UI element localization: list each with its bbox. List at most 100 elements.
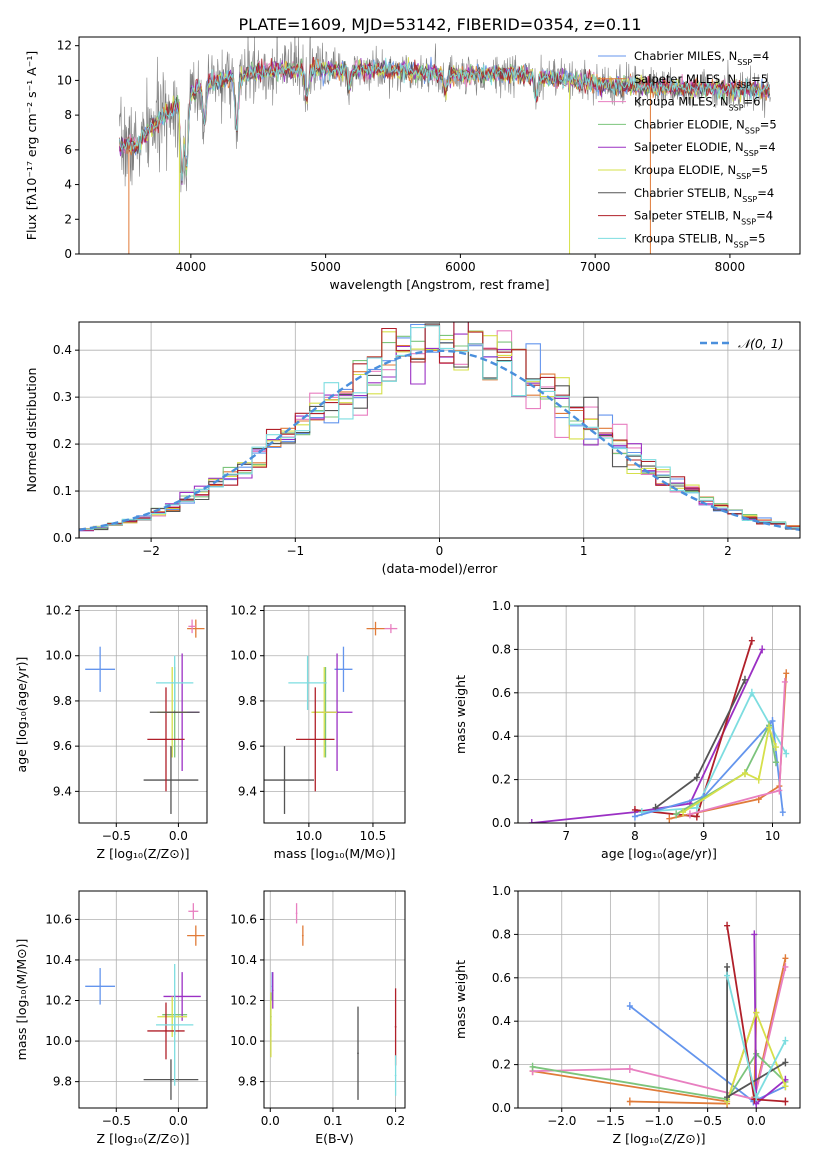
data-point xyxy=(301,934,304,937)
legend-entry: Kroupa STELIB, NSSP=5 xyxy=(634,231,765,249)
weight-marker xyxy=(782,954,789,963)
y-axis-label: Flux [fλ10⁻¹⁷ erg cm⁻² s⁻¹ A⁻¹] xyxy=(24,51,39,240)
weight-marker xyxy=(631,812,638,821)
x-tick-label: −0.5 xyxy=(102,829,131,843)
y-tick-label: 9.8 xyxy=(53,694,72,708)
x-tick-label: 4000 xyxy=(176,260,207,274)
weight-marker xyxy=(753,1093,760,1102)
weight-marker xyxy=(666,814,673,823)
y-tick-label: 9.8 xyxy=(238,694,257,708)
data-point xyxy=(194,934,197,937)
weight-marker xyxy=(783,749,790,758)
x-tick-label: 8000 xyxy=(715,260,746,274)
x-tick-label: 9 xyxy=(700,829,708,843)
y-tick-label: 10.2 xyxy=(45,604,72,618)
data-point xyxy=(191,625,193,628)
x-tick-label: −2 xyxy=(142,544,160,558)
weight-marker xyxy=(748,688,755,697)
y-tick-label: 0.2 xyxy=(53,437,72,451)
x-tick-label: −1.5 xyxy=(596,1114,625,1128)
y-tick-label: 6 xyxy=(64,143,72,157)
weight-marker xyxy=(772,758,779,767)
data-point xyxy=(295,912,298,915)
x-tick-label: 0.0 xyxy=(169,829,188,843)
weight-marker xyxy=(782,1058,789,1067)
x-tick-label: 0.0 xyxy=(747,1114,766,1128)
weight-marker xyxy=(766,723,773,732)
data-point xyxy=(283,779,286,781)
y-tick-label: 10.0 xyxy=(45,1034,72,1048)
y-tick-label: 9.4 xyxy=(238,784,257,798)
weight-marker xyxy=(680,808,687,817)
weight-marker xyxy=(724,971,731,980)
x-tick-label: −1 xyxy=(286,544,304,558)
y-tick-label: 10.6 xyxy=(230,912,257,926)
data-point xyxy=(165,738,167,741)
data-point xyxy=(271,989,274,992)
y-tick-label: 9.8 xyxy=(238,1075,257,1089)
weight-marker xyxy=(782,1036,789,1045)
data-point xyxy=(394,1074,397,1077)
x-tick-label: 0.0 xyxy=(261,1114,280,1128)
weight-series-chabrier_miles xyxy=(634,718,784,818)
plot-area xyxy=(118,37,771,254)
panel-residuals: −2 −1 0 1 2 0.0 0.1 0.2 0.3 0.4 (data-model)/error… xyxy=(24,321,801,576)
plot-area xyxy=(85,903,205,1100)
y-tick-label: 0.0 xyxy=(492,816,511,830)
y-tick-label: 0.1 xyxy=(53,484,72,498)
data-point xyxy=(173,711,176,714)
x-tick-label: 7000 xyxy=(580,260,611,274)
legend-entry: Chabrier ELODIE, NSSP=5 xyxy=(634,117,777,135)
axes-frame xyxy=(517,605,801,824)
model-spectrum-kroupa_stelib xyxy=(118,57,770,181)
figure-title: PLATE=1609, MJD=53142, FIBERID=0354, z=0… xyxy=(238,15,641,34)
y-tick-label: 0.4 xyxy=(53,343,72,357)
panel-mass_vs_ebv: 0.0 0.1 0.2 9.8 10.0 10.2 10.4 10.6 E(B-V) xyxy=(230,890,406,1146)
data-point xyxy=(374,627,377,630)
y-tick-label: 0.8 xyxy=(492,927,511,941)
histogram-kroupa_stelib xyxy=(79,325,800,538)
data-point xyxy=(390,627,392,630)
y-tick-label: 10.2 xyxy=(45,994,72,1008)
x-tick-label: −1.0 xyxy=(644,1114,673,1128)
y-tick-label: 0 xyxy=(64,247,72,261)
legend-entry: Salpeter ELODIE, NSSP=4 xyxy=(634,140,776,158)
weight-marker xyxy=(759,645,766,654)
y-tick-label: 0.6 xyxy=(492,686,511,700)
weight-marker xyxy=(781,677,788,686)
weight-marker xyxy=(772,743,779,752)
weight-marker xyxy=(783,669,790,678)
data-point xyxy=(306,681,309,684)
weight-marker xyxy=(724,962,731,971)
plot-area xyxy=(529,921,789,1108)
legend-entry: Salpeter STELIB, NSSP=4 xyxy=(634,209,773,227)
data-point xyxy=(342,668,345,671)
weight-marker xyxy=(724,921,731,930)
panel-weight_vs_Z: −2.0 −1.5 −1.0 −0.5 0.0 0.0 0.2 0.4 0.6 0.8 1.0 Z [… xyxy=(453,884,801,1146)
y-tick-label: 10.0 xyxy=(230,1034,257,1048)
data-point xyxy=(99,668,102,671)
y-tick-label: 10.2 xyxy=(230,994,257,1008)
axes-frame xyxy=(263,605,406,824)
weight-marker xyxy=(753,1008,760,1017)
y-tick-label: 4 xyxy=(64,178,72,192)
weight-marker xyxy=(741,675,748,684)
weight-marker xyxy=(724,1093,731,1102)
x-axis-label: (data-model)/error xyxy=(382,561,499,576)
data-point xyxy=(194,627,197,630)
x-tick-label: −2.0 xyxy=(547,1114,576,1128)
y-tick-label: 0.4 xyxy=(492,729,511,743)
data-point xyxy=(99,985,102,988)
x-tick-label: 0 xyxy=(436,544,444,558)
data-point xyxy=(323,711,326,714)
weight-marker xyxy=(693,773,700,782)
weight-marker xyxy=(748,636,755,645)
weight-marker xyxy=(782,962,789,971)
data-point xyxy=(170,779,172,781)
weight-marker xyxy=(779,808,786,817)
y-tick-label: 1.0 xyxy=(492,884,511,898)
x-axis-label: wavelength [Angstrom, rest frame] xyxy=(329,277,549,292)
y-tick-label: 9.8 xyxy=(53,1075,72,1089)
weight-marker xyxy=(769,717,776,726)
normal-curve xyxy=(79,349,800,531)
